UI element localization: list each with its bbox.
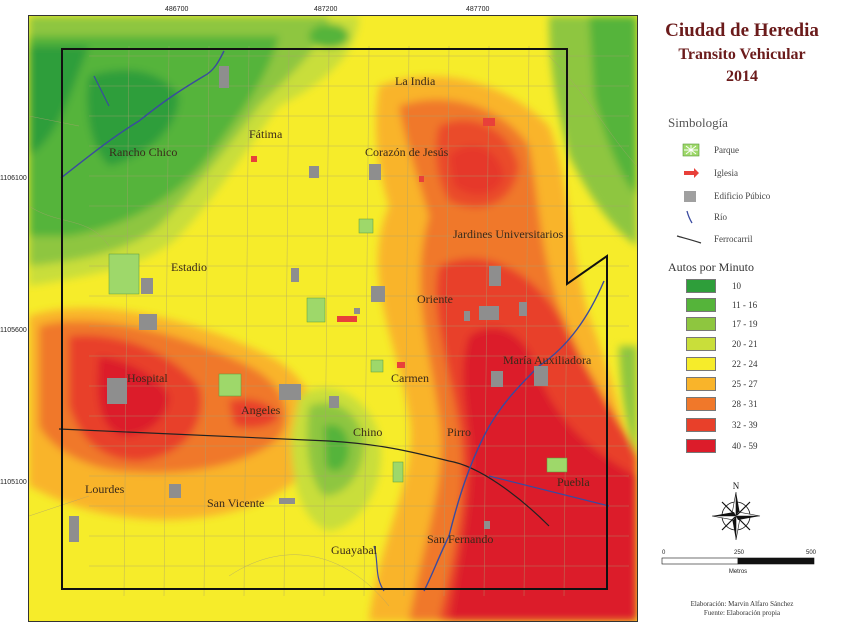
place-label: Chino	[353, 425, 382, 439]
scale-tick: 250	[734, 550, 745, 556]
legend-swatch	[686, 377, 716, 391]
place-label: Corazón de Jesús	[365, 145, 449, 159]
place-label: Lourdes	[85, 482, 125, 496]
heatmap-canvas: La India Fátima Rancho Chico Corazón de …	[29, 16, 637, 621]
legend-swatch	[686, 298, 716, 312]
place-label: San Fernando	[427, 532, 493, 546]
parks	[108, 218, 568, 483]
scale-units: Metros	[729, 569, 747, 575]
zone-green-right-top2	[589, 16, 637, 196]
place-label: Puebla	[557, 475, 590, 489]
street-network	[29, 45, 637, 607]
legend-panel: Ciudad de Heredia Transito Vehicular 201…	[642, 0, 846, 634]
place-label: Hospital	[127, 371, 168, 385]
place-label: Angeles	[241, 403, 281, 417]
public-buildings	[69, 66, 548, 542]
legend-class-label: 17 - 19	[732, 319, 758, 329]
coord-y-label: 1105100	[0, 479, 27, 486]
legend-symbol-label: Edificio Púbico	[714, 191, 771, 201]
place-label: Carmen	[391, 371, 429, 385]
scale-tick: 0	[662, 550, 666, 556]
zone-10b	[87, 70, 179, 166]
church-icon	[684, 168, 699, 178]
place-label: Rancho Chico	[109, 145, 177, 159]
legend-swatch	[686, 357, 716, 371]
traffic-density-surface	[29, 16, 637, 621]
legend-swatch	[686, 418, 716, 432]
coord-x-label: 487700	[466, 6, 490, 13]
legend-swatch	[686, 439, 716, 453]
place-label: La India	[395, 74, 436, 88]
legend-swatch	[686, 317, 716, 331]
legend-swatch	[686, 337, 716, 351]
north-arrow-icon: N	[711, 481, 761, 541]
legend-class-label: 40 - 59	[732, 441, 758, 451]
park-icon	[682, 143, 700, 157]
place-label: San Vicente	[207, 496, 264, 510]
legend-class-label: 32 - 39	[732, 420, 758, 430]
legend-class-label: 25 - 27	[732, 379, 758, 389]
churches	[241, 118, 495, 414]
zone-green-chino3	[324, 424, 349, 471]
coord-x-label: 487200	[314, 6, 338, 13]
legend-class-label: 20 - 21	[732, 339, 758, 349]
credits-author: Elaboración: Marvin Alfaro Sánchez	[690, 600, 794, 608]
classes-title: Autos por Minuto	[668, 260, 755, 274]
coord-y-label: 1106100	[0, 175, 27, 182]
zone-10	[29, 46, 89, 156]
scale-tick: 500	[806, 550, 817, 556]
river-puebla	[488, 475, 610, 507]
map-subtitle: Transito Vehicular	[678, 46, 806, 63]
place-label: Jardines Universitarios	[453, 227, 564, 241]
legend-swatch	[686, 279, 716, 293]
zone-jardines	[436, 120, 519, 208]
legend-swatch	[686, 397, 716, 411]
river-icon	[686, 210, 693, 224]
scale-bar: 0 250 500 Metros	[661, 550, 817, 575]
credits-source: Fuente: Elaboración propia	[703, 609, 781, 617]
railway-icon	[676, 235, 702, 244]
zone-green-top	[309, 24, 349, 48]
place-label: Oriente	[417, 292, 453, 306]
coord-y-label: 1105600	[0, 327, 27, 334]
river-south	[373, 545, 385, 592]
symbology-title: Simbología	[668, 115, 728, 130]
place-label: Pirro	[447, 425, 471, 439]
map-year: 2014	[726, 68, 758, 85]
north-label: N	[733, 481, 740, 491]
zone-green-right-mid	[619, 346, 637, 456]
river-east	[423, 280, 605, 592]
legend-class-label: 10	[732, 281, 741, 291]
place-label: Fátima	[249, 127, 283, 141]
building-icon	[684, 191, 696, 202]
legend-class-label: 22 - 24	[732, 359, 758, 369]
river-rancho-chico	[60, 50, 225, 179]
legend-symbol-label: Parque	[714, 145, 739, 155]
legend-symbol-label: Río	[714, 212, 728, 222]
river-north-branch	[93, 75, 110, 107]
legend-class-label: 11 - 16	[732, 300, 758, 310]
place-label: Guayabal	[331, 543, 378, 557]
map-title: Ciudad de Heredia	[665, 20, 819, 41]
map-frame[interactable]: La India Fátima Rancho Chico Corazón de …	[28, 15, 638, 622]
legend-symbol-label: Ferrocarril	[714, 234, 753, 244]
zone-angeles	[229, 399, 279, 428]
place-label: Estadio	[171, 260, 207, 274]
legend-class-label: 28 - 31	[732, 399, 758, 409]
coord-x-label: 486700	[165, 6, 189, 13]
legend-symbol-label: Iglesia	[714, 168, 738, 178]
credits: Elaboración: Marvin Alfaro Sánchez Fuent…	[642, 600, 842, 618]
zone-40-59-east	[449, 328, 637, 621]
study-area-boundary	[61, 48, 608, 590]
place-label: María Auxiliadora	[503, 353, 592, 367]
railway-line	[58, 428, 550, 527]
